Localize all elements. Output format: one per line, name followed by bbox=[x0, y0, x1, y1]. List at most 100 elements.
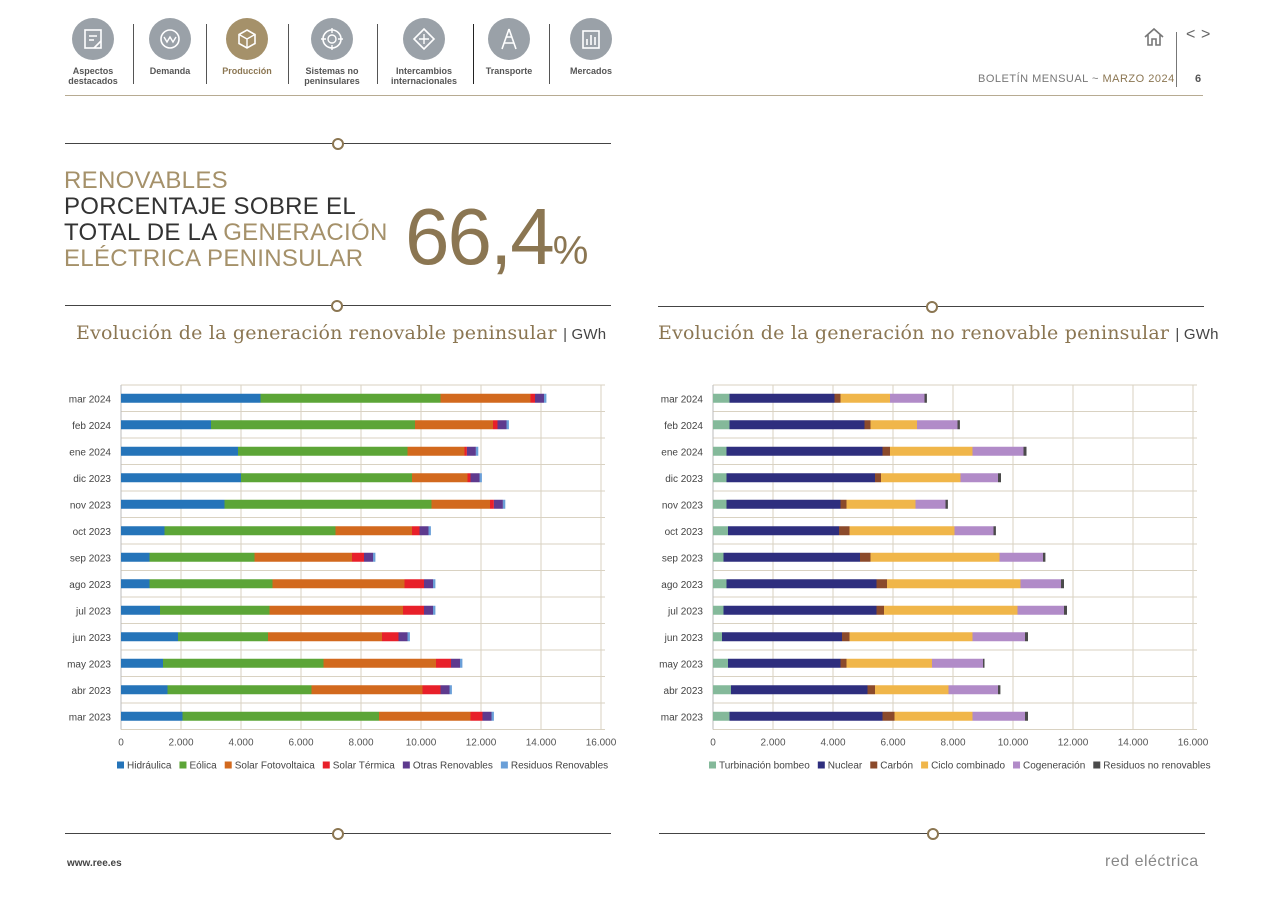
bar-segment bbox=[842, 632, 850, 642]
bulletin-separator: ~ bbox=[1091, 73, 1099, 85]
chart-nonrenewable: 0 2.000 4.000 6.000 8.000 10.000 12.000 14.000 1… bbox=[659, 384, 1211, 772]
bar-segment bbox=[407, 632, 410, 642]
bar-segment bbox=[440, 685, 450, 695]
bar-segment bbox=[373, 552, 376, 562]
legend-swatch bbox=[179, 761, 187, 769]
bar-segment bbox=[945, 499, 948, 509]
nav-item-transporte[interactable]: Transporte bbox=[469, 18, 549, 76]
bar-segment bbox=[882, 711, 895, 721]
bar-segment bbox=[713, 446, 727, 456]
bar-segment bbox=[726, 499, 841, 509]
x-tick-label: 12.000 bbox=[466, 738, 497, 749]
bar-segment bbox=[713, 658, 728, 668]
bar-segment bbox=[713, 393, 730, 403]
bulletin-month: MARZO 2024 bbox=[1102, 73, 1175, 85]
nav-item-intercambios[interactable]: Intercambios internacionales bbox=[384, 18, 464, 86]
nav-label: Aspectos bbox=[72, 66, 114, 76]
bar-segment bbox=[713, 685, 731, 695]
x-tick-label: 0 bbox=[710, 738, 716, 749]
bar-segment bbox=[840, 658, 847, 668]
bar-segment bbox=[882, 446, 890, 456]
bar-segment bbox=[1025, 711, 1028, 721]
x-tick-label: 12.000 bbox=[1058, 738, 1089, 749]
bar-segment bbox=[713, 632, 722, 642]
nav-item-sistemas[interactable]: Sistemas no peninsulares bbox=[292, 18, 372, 86]
bar-segment bbox=[932, 658, 983, 668]
bar-segment bbox=[403, 605, 424, 615]
bar-segment bbox=[424, 605, 433, 615]
y-category-label: feb 2024 bbox=[664, 421, 703, 432]
home-icon[interactable] bbox=[1143, 27, 1165, 52]
bar-segment bbox=[870, 552, 1000, 562]
bar-segment bbox=[915, 499, 946, 509]
nav-label: destacados bbox=[68, 76, 118, 86]
nav-label: Mercados bbox=[569, 66, 613, 76]
nav-separator bbox=[549, 24, 550, 84]
bar-segment bbox=[470, 473, 480, 483]
bar-segment bbox=[998, 473, 1001, 483]
bar-segment bbox=[268, 632, 382, 642]
divider-dot bbox=[927, 828, 939, 840]
y-category-label: oct 2023 bbox=[665, 527, 704, 538]
bar-segment bbox=[849, 526, 955, 536]
nav-label: Producción bbox=[222, 66, 272, 76]
bar-segment bbox=[431, 499, 490, 509]
bar-segment bbox=[121, 393, 261, 403]
transmission-tower-icon bbox=[488, 18, 530, 60]
islands-target-icon bbox=[311, 18, 353, 60]
bulletin-label: BOLETÍN MENSUAL bbox=[978, 73, 1089, 85]
bar-segment bbox=[840, 393, 890, 403]
bar-segment bbox=[960, 473, 998, 483]
bar-segment bbox=[917, 420, 958, 430]
legend-label: Nuclear bbox=[828, 761, 863, 772]
bar-segment bbox=[530, 393, 535, 403]
x-tick-label: 6.000 bbox=[288, 738, 313, 749]
bar-segment bbox=[493, 420, 498, 430]
bar-segment bbox=[723, 605, 877, 615]
bar-segment bbox=[870, 420, 917, 430]
x-tick-label: 4.000 bbox=[228, 738, 253, 749]
prev-page-button[interactable]: < bbox=[1186, 26, 1196, 43]
bar-segment bbox=[121, 658, 163, 668]
bar-segment bbox=[1023, 446, 1027, 456]
bar-segment bbox=[464, 446, 467, 456]
bar-segment bbox=[335, 526, 412, 536]
legend-swatch bbox=[117, 761, 124, 769]
bar-segment bbox=[121, 526, 165, 536]
legend-label: Ciclo combinado bbox=[931, 761, 1005, 772]
bar-segment bbox=[890, 393, 925, 403]
next-page-button[interactable]: > bbox=[1201, 26, 1211, 43]
bar-segment bbox=[149, 552, 255, 562]
bar-segment bbox=[241, 473, 412, 483]
legend-swatch bbox=[1013, 761, 1021, 769]
nav-item-aspectos[interactable]: Aspectos destacados bbox=[53, 18, 133, 86]
bar-segment bbox=[211, 420, 415, 430]
bar-segment bbox=[713, 526, 728, 536]
nav-label: internacionales bbox=[390, 76, 458, 86]
bar-segment bbox=[722, 632, 842, 642]
legend-label: Otras Renovables bbox=[413, 761, 493, 772]
bar-segment bbox=[864, 420, 871, 430]
footer-link[interactable]: www.ree.es bbox=[67, 858, 122, 869]
y-category-label: nov 2023 bbox=[662, 500, 704, 511]
legend-swatch bbox=[817, 761, 825, 769]
bar-segment bbox=[713, 579, 727, 589]
chart-title-text: Evolución de la generación renovable pen… bbox=[76, 322, 557, 344]
headline-highlight: GENERACIÓN bbox=[223, 219, 388, 246]
y-category-label: ene 2024 bbox=[69, 447, 111, 458]
page-number: 6 bbox=[1195, 73, 1202, 85]
bar-segment bbox=[451, 658, 460, 668]
bar-segment bbox=[506, 420, 509, 430]
bar-segment bbox=[121, 685, 168, 695]
nav-item-produccion[interactable]: Producción bbox=[207, 18, 287, 76]
y-category-label: sep 2023 bbox=[70, 553, 112, 564]
bar-segment bbox=[887, 579, 1021, 589]
nav-item-mercados[interactable]: Mercados bbox=[551, 18, 631, 76]
nav-item-demanda[interactable]: Demanda bbox=[130, 18, 210, 76]
bar-segment bbox=[415, 420, 493, 430]
bar-segment bbox=[983, 658, 985, 668]
legend-label: Eólica bbox=[189, 761, 217, 772]
bar-segment bbox=[178, 632, 268, 642]
nav-label: peninsulares bbox=[304, 76, 360, 86]
bar-segment bbox=[544, 393, 547, 403]
